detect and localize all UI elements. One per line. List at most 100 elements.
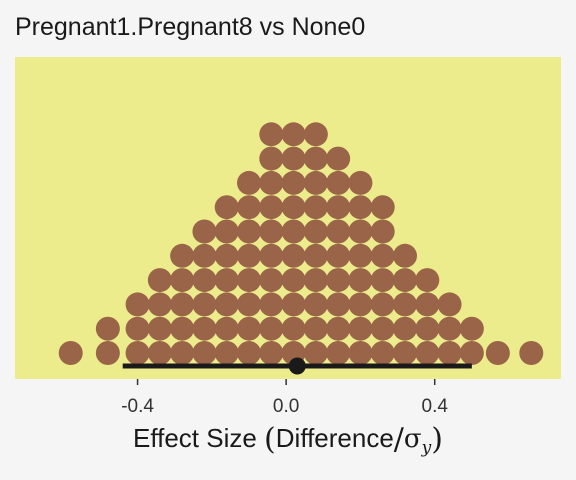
x-axis-label-open-paren: ( [264, 422, 276, 457]
dot [281, 219, 306, 244]
dot [259, 316, 284, 341]
dot [326, 146, 351, 171]
dot [214, 243, 239, 268]
dot [519, 341, 544, 365]
x-axis-label-slash: / [393, 422, 404, 457]
dot [125, 292, 150, 317]
dot [326, 268, 351, 293]
dot [147, 268, 172, 293]
dot [214, 268, 239, 293]
x-axis-label-prefix: Effect Size [133, 423, 257, 453]
chart-title: Pregnant1.Pregnant8 vs None0 [15, 13, 366, 41]
dot [281, 243, 306, 268]
dot [259, 195, 284, 220]
dot [237, 341, 261, 365]
dot [348, 243, 373, 268]
dot [281, 292, 306, 317]
dot [370, 268, 395, 293]
dot [459, 316, 484, 341]
dot [281, 146, 306, 171]
dot [437, 341, 462, 365]
dot [303, 268, 328, 293]
dot [326, 341, 351, 365]
dot [326, 292, 351, 317]
dot [192, 268, 217, 293]
dot [259, 219, 284, 244]
dot [214, 316, 239, 341]
dot [326, 195, 351, 220]
dot [459, 341, 484, 365]
dot [326, 243, 351, 268]
dot [348, 219, 373, 244]
dot [303, 195, 328, 220]
dot [415, 292, 440, 317]
dot [170, 268, 195, 293]
dot [237, 219, 261, 244]
dot [393, 341, 417, 365]
dot [214, 292, 239, 317]
dot [259, 146, 284, 171]
dot [348, 170, 373, 195]
dot [370, 292, 395, 317]
dot [125, 341, 150, 365]
dot [326, 170, 351, 195]
dot [303, 341, 328, 365]
dot [393, 268, 417, 293]
dot [415, 268, 440, 293]
dot [303, 122, 328, 147]
dot [192, 219, 217, 244]
dot [303, 292, 328, 317]
dot [348, 292, 373, 317]
dot [281, 122, 306, 147]
dot [237, 316, 261, 341]
dot [281, 316, 306, 341]
dot [437, 292, 462, 317]
dot [58, 341, 83, 365]
point-estimate [288, 357, 306, 375]
dot [415, 341, 440, 365]
x-tick-label: 0.4 [422, 396, 449, 417]
dot [348, 341, 373, 365]
dot [147, 341, 172, 365]
x-axis-label-sigma: σ [403, 424, 422, 454]
dot [237, 243, 261, 268]
x-axis-label-subscript: y [421, 438, 432, 458]
dot [259, 268, 284, 293]
dot [370, 195, 395, 220]
dot [170, 316, 195, 341]
dot [281, 268, 306, 293]
dot [281, 195, 306, 220]
dot [303, 146, 328, 171]
dot [192, 341, 217, 365]
dot [348, 268, 373, 293]
dot [192, 316, 217, 341]
dot [348, 195, 373, 220]
dot [393, 243, 417, 268]
dot [192, 292, 217, 317]
dotplot-chart: -0.4 0.0 0.4 [15, 57, 561, 417]
dot [237, 170, 261, 195]
dot [237, 268, 261, 293]
dot [95, 316, 120, 341]
dot [170, 341, 195, 365]
dots-layer [58, 122, 544, 365]
dot [170, 243, 195, 268]
x-axis-label-close-paren: ) [431, 422, 443, 457]
dot [326, 316, 351, 341]
dot [485, 341, 510, 365]
x-tick-label: -0.4 [121, 396, 154, 417]
dot [303, 170, 328, 195]
dot [214, 195, 239, 220]
dot [437, 316, 462, 341]
dot [326, 219, 351, 244]
dot [259, 122, 284, 147]
dot [303, 316, 328, 341]
dot [370, 219, 395, 244]
dot [348, 316, 373, 341]
dot [370, 316, 395, 341]
interval-layer [122, 357, 472, 375]
dot [147, 316, 172, 341]
x-tick-label: 0.0 [273, 396, 299, 417]
dot [125, 316, 150, 341]
dot [370, 243, 395, 268]
